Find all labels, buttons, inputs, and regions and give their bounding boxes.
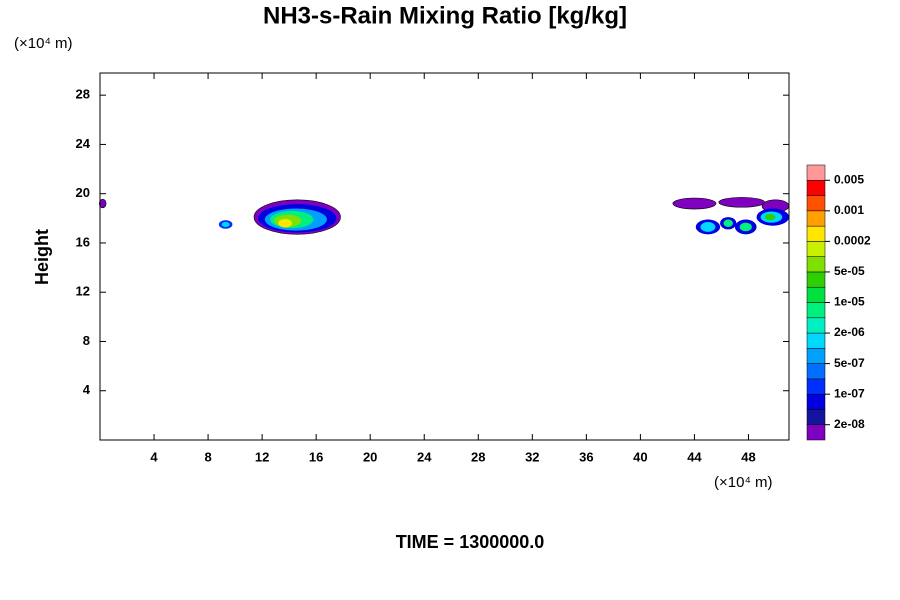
colorbar-label: 1e-07	[834, 386, 865, 400]
y-unit: (×10⁴ m)	[14, 35, 73, 52]
colorbar-label: 5e-07	[834, 356, 865, 370]
colorbar-label: 0.001	[834, 203, 864, 217]
colorbar-swatch	[806, 225, 826, 242]
contour-region	[99, 198, 107, 209]
contour-region	[700, 222, 716, 232]
colorbar-label: 5e-05	[834, 264, 865, 278]
colorbar-swatch	[806, 164, 826, 181]
x-unit: (×10⁴ m)	[714, 474, 773, 491]
x-tick-label: 48	[741, 449, 755, 464]
x-tick-label: 20	[363, 449, 377, 464]
x-tick-label: 16	[309, 449, 323, 464]
colorbar-label: 0.005	[834, 172, 864, 186]
x-tick-label: 4	[150, 449, 158, 464]
colorbar-swatch	[806, 393, 826, 410]
contour-region	[739, 222, 752, 232]
colorbar-swatch	[806, 180, 826, 196]
x-tick-label: 28	[471, 449, 485, 464]
colorbar-swatch	[806, 348, 826, 364]
contour-region	[278, 218, 292, 228]
y-tick-label: 12	[76, 284, 90, 299]
contour-region	[718, 197, 765, 208]
y-axis-label: Height	[32, 229, 52, 285]
x-tick-label: 32	[525, 449, 539, 464]
colorbar-swatch	[806, 424, 826, 441]
colorbar-label: 0.0002	[834, 234, 871, 248]
contour-region	[723, 219, 733, 227]
colorbar-swatch	[806, 210, 826, 227]
y-tick-label: 8	[83, 333, 90, 348]
y-tick-label: 16	[76, 234, 90, 249]
colorbar-label: 2e-06	[834, 325, 865, 339]
colorbar-swatch	[806, 378, 826, 395]
colorbar-swatch	[806, 332, 826, 349]
colorbar-swatch	[806, 363, 826, 380]
x-tick-label: 44	[687, 449, 702, 464]
colorbar-swatch	[806, 286, 826, 303]
colorbar-swatch	[806, 409, 826, 425]
y-tick-label: 4	[83, 382, 91, 397]
colorbar-swatch	[806, 256, 826, 273]
colorbar-swatch	[806, 271, 826, 288]
colorbar-swatch	[806, 302, 826, 319]
contour-region	[672, 197, 717, 210]
x-tick-label: 8	[204, 449, 211, 464]
contour-region	[221, 222, 230, 227]
colorbar-swatch	[806, 317, 826, 334]
plot-frame	[99, 72, 790, 441]
colorbar-swatch	[806, 241, 826, 257]
contour-region	[764, 214, 776, 221]
x-tick-label: 36	[579, 449, 593, 464]
x-tick-label: 40	[633, 449, 647, 464]
x-tick-label: 12	[255, 449, 269, 464]
x-tick-label: 24	[417, 449, 432, 464]
y-tick-label: 28	[76, 87, 90, 102]
y-tick-label: 24	[76, 136, 91, 151]
time-label: TIME = 1300000.0	[396, 532, 545, 552]
chart-title: NH3-s-Rain Mixing Ratio [kg/kg]	[263, 2, 627, 29]
colorbar-label: 2e-08	[834, 417, 865, 431]
colorbar-swatch	[806, 195, 826, 212]
y-tick-label: 20	[76, 185, 90, 200]
colorbar-label: 1e-05	[834, 295, 865, 309]
